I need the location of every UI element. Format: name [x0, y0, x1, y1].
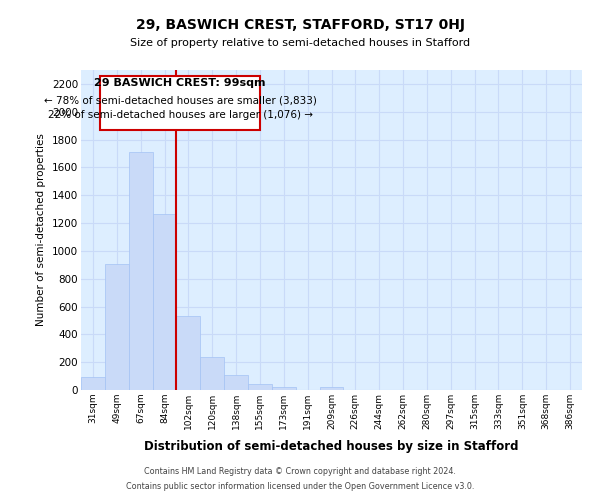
Bar — [320, 388, 343, 390]
Text: Size of property relative to semi-detached houses in Stafford: Size of property relative to semi-detach… — [130, 38, 470, 48]
Bar — [152, 214, 176, 390]
Text: Contains public sector information licensed under the Open Government Licence v3: Contains public sector information licen… — [126, 482, 474, 491]
X-axis label: Distribution of semi-detached houses by size in Stafford: Distribution of semi-detached houses by … — [144, 440, 519, 454]
FancyBboxPatch shape — [100, 76, 260, 130]
Bar — [224, 375, 248, 390]
Text: Contains HM Land Registry data © Crown copyright and database right 2024.: Contains HM Land Registry data © Crown c… — [144, 467, 456, 476]
Bar — [105, 264, 129, 390]
Text: ← 78% of semi-detached houses are smaller (3,833): ← 78% of semi-detached houses are smalle… — [44, 95, 316, 105]
Text: 29, BASWICH CREST, STAFFORD, ST17 0HJ: 29, BASWICH CREST, STAFFORD, ST17 0HJ — [136, 18, 464, 32]
Bar — [129, 152, 152, 390]
Bar — [200, 358, 224, 390]
Text: 22% of semi-detached houses are larger (1,076) →: 22% of semi-detached houses are larger (… — [47, 110, 313, 120]
Text: 29 BASWICH CREST: 99sqm: 29 BASWICH CREST: 99sqm — [94, 78, 266, 88]
Bar — [176, 316, 200, 390]
Bar — [81, 377, 105, 390]
Y-axis label: Number of semi-detached properties: Number of semi-detached properties — [37, 134, 46, 326]
Bar — [272, 387, 296, 390]
Bar — [248, 384, 272, 390]
